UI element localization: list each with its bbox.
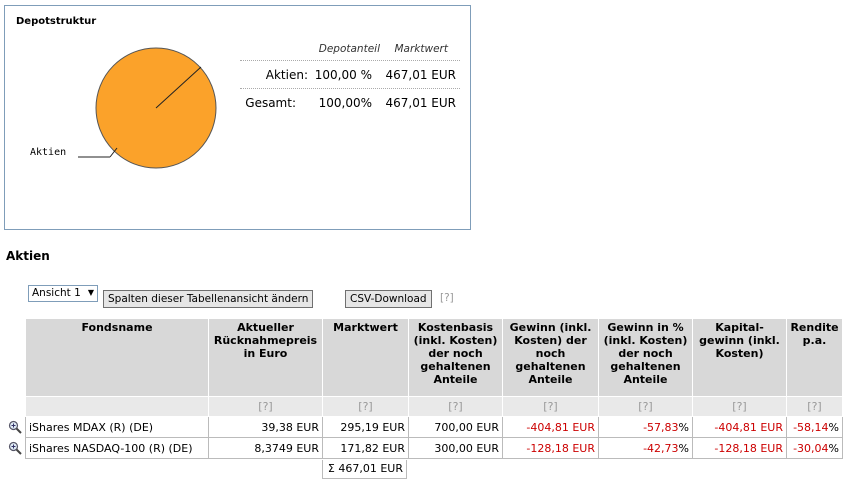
row-label: Aktien: — [265, 67, 308, 82]
fund-yield: -58,14% — [786, 416, 843, 438]
fund-price: 39,38 EUR — [208, 416, 323, 438]
fund-yield-value: -30,04 — [793, 441, 829, 455]
pct-sign: % — [678, 420, 689, 434]
fund-name[interactable]: iShares NASDAQ-100 (R) (DE) — [25, 437, 209, 459]
magnifier-icon[interactable] — [8, 441, 22, 455]
fund-gain-pct-value: -42,73 — [643, 441, 679, 455]
view-select-value: Ansicht 1 — [32, 287, 81, 299]
help-link[interactable]: [?] — [408, 396, 503, 417]
csv-download-button[interactable]: CSV-Download — [345, 290, 432, 308]
row-share: 100,00% — [318, 95, 372, 110]
total-market-value: Σ 467,01 EUR — [322, 460, 407, 479]
fund-price: 8,3749 EUR — [208, 437, 323, 459]
col-rendite[interactable]: Rendite p.a. — [786, 318, 843, 397]
fund-yield-value: -58,14 — [793, 420, 829, 434]
change-columns-button[interactable]: Spalten dieser Tabellenansicht ändern — [103, 290, 314, 308]
fund-value: 171,82 EUR — [322, 437, 409, 459]
col-kostenbasis[interactable]: Kostenbasis (inkl. Kosten) der noch geha… — [408, 318, 503, 397]
header-depotanteil: Depotanteil — [318, 43, 380, 55]
fund-name[interactable]: iShares MDAX (R) (DE) — [25, 416, 209, 438]
pct-sign: % — [678, 441, 689, 455]
header-marktwert: Marktwert — [394, 43, 449, 55]
magnifier-icon[interactable] — [8, 420, 22, 434]
fund-gain-pct: -42,73% — [598, 437, 693, 459]
help-link[interactable]: [?] — [786, 396, 843, 417]
help-link[interactable]: [?] — [598, 396, 693, 417]
row-label: Gesamt: — [245, 95, 296, 110]
pie-label-leader-diag — [109, 147, 118, 158]
fund-gain-pct-value: -57,83 — [643, 420, 679, 434]
chevron-down-icon: ▼ — [87, 288, 94, 297]
pie-chart — [78, 47, 217, 169]
pct-sign: % — [828, 441, 839, 455]
funds-table: Fondsname Aktueller Rücknahmepreis in Eu… — [25, 318, 843, 459]
pie-label-aktien: Aktien — [30, 147, 67, 158]
view-select[interactable]: Ansicht 1 ▼ — [28, 285, 98, 302]
help-cell — [25, 396, 209, 417]
depot-summary-row-aktien: Aktien: 100,00 % 467,01 EUR — [240, 60, 460, 88]
pie-slice-divider — [155, 66, 202, 109]
fund-gain-pct: -57,83% — [598, 416, 693, 438]
fund-cost: 300,00 EUR — [408, 437, 503, 459]
col-marktwert[interactable]: Marktwert — [322, 318, 409, 397]
col-ruecknahmepreis[interactable]: Aktueller Rücknahmepreis in Euro — [208, 318, 323, 397]
help-link[interactable]: [?] — [692, 396, 787, 417]
row-value: 467,01 EUR — [385, 95, 456, 110]
table-help-row: [?] [?] [?] [?] [?] [?] [?] — [25, 396, 843, 417]
col-gewinn-pct[interactable]: Gewinn in % (inkl. Kosten) der noch geha… — [598, 318, 693, 397]
row-share: 100,00 % — [314, 67, 372, 82]
help-link[interactable]: [?] — [322, 396, 409, 417]
depot-structure-title: Depotstruktur — [16, 16, 97, 27]
help-link[interactable]: [?] — [502, 396, 599, 417]
depot-summary-table: Depotanteil Marktwert Aktien: 100,00 % 4… — [240, 38, 460, 116]
fund-gain: -404,81 EUR — [502, 416, 599, 438]
depot-summary-header: Depotanteil Marktwert — [240, 38, 460, 60]
depot-structure-panel — [4, 5, 471, 230]
section-title-aktien: Aktien — [6, 249, 50, 263]
col-kapitalgewinn[interactable]: Kapital-gewinn (inkl. Kosten) — [692, 318, 787, 397]
fund-cost: 700,00 EUR — [408, 416, 503, 438]
depot-summary-row-gesamt: Gesamt: 100,00% 467,01 EUR — [240, 88, 460, 116]
fund-yield: -30,04% — [786, 437, 843, 459]
csv-help-link[interactable]: [?] — [440, 292, 454, 304]
row-value: 467,01 EUR — [385, 67, 456, 82]
fund-value: 295,19 EUR — [322, 416, 409, 438]
fund-capital-gain: -404,81 EUR — [692, 416, 787, 438]
fund-capital-gain: -128,18 EUR — [692, 437, 787, 459]
table-row: iShares MDAX (R) (DE) 39,38 EUR 295,19 E… — [25, 416, 843, 438]
table-header-row: Fondsname Aktueller Rücknahmepreis in Eu… — [25, 318, 843, 397]
table-row: iShares NASDAQ-100 (R) (DE) 8,3749 EUR 1… — [25, 437, 843, 459]
col-fondsname[interactable]: Fondsname — [25, 318, 209, 397]
col-gewinn[interactable]: Gewinn (inkl. Kosten) der noch gehaltene… — [502, 318, 599, 397]
fund-gain: -128,18 EUR — [502, 437, 599, 459]
help-link[interactable]: [?] — [208, 396, 323, 417]
pct-sign: % — [828, 420, 839, 434]
